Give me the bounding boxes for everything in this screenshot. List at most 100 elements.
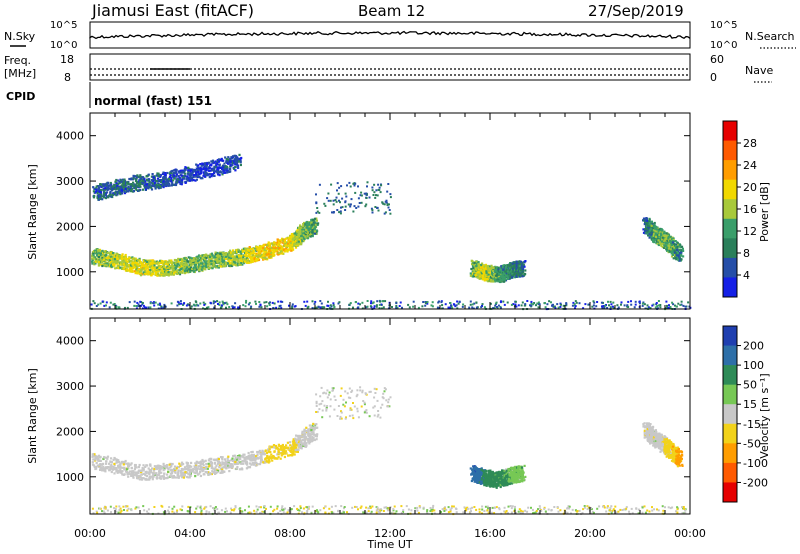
echo-cell — [243, 251, 247, 255]
near-range-echo — [209, 301, 212, 304]
echo-cell — [179, 173, 182, 177]
near-range-echo — [137, 303, 140, 306]
echo-cell — [503, 280, 506, 283]
echo-cell — [219, 166, 222, 169]
echo-cell — [158, 274, 161, 277]
near-range-echo — [226, 303, 229, 306]
near-range-echo — [395, 302, 398, 305]
echo-cell — [184, 181, 187, 184]
echo-cell — [190, 177, 193, 180]
near-range-echo — [481, 303, 484, 306]
near-range-echo — [147, 306, 150, 309]
echo-cell — [108, 263, 111, 266]
echo-cell — [167, 271, 170, 274]
echo-cell — [678, 243, 681, 246]
echo-cell — [236, 165, 239, 169]
near-range-echo — [473, 302, 476, 305]
echo-cell — [132, 177, 135, 180]
echo-cell — [648, 218, 651, 221]
echo-cell — [483, 269, 486, 272]
echo-cell — [105, 257, 108, 260]
echo-cell — [167, 272, 170, 275]
echo-cell — [201, 164, 204, 167]
echo-cell — [192, 168, 195, 171]
echo-cell — [201, 266, 204, 269]
echo-cell — [116, 191, 119, 194]
echo-cell — [91, 251, 94, 254]
echo-cell — [235, 159, 238, 162]
echo-cell — [168, 259, 171, 262]
echo-cell — [125, 263, 128, 266]
near-range-echo — [680, 300, 683, 303]
echo-cell — [99, 192, 102, 195]
echo-cell — [194, 261, 198, 264]
near-range-echo — [499, 305, 502, 308]
echo-cell — [113, 257, 117, 261]
echo-cell — [480, 264, 483, 267]
echo-cell — [300, 228, 303, 231]
echo-cell — [197, 174, 200, 177]
near-range-echo — [573, 303, 576, 306]
echo-cell — [199, 163, 202, 166]
echo-cell — [168, 172, 172, 175]
echo-cell — [244, 254, 248, 257]
echo-cell — [197, 257, 200, 260]
echo-cell — [646, 228, 649, 231]
echo-cell — [198, 269, 201, 272]
echo-cell — [139, 185, 142, 188]
echo-cell — [296, 242, 299, 245]
echo-cell — [127, 269, 130, 272]
echo-cell — [114, 254, 117, 257]
echo-cell — [513, 261, 516, 264]
echo-cell — [115, 186, 118, 190]
echo-cell — [276, 247, 279, 250]
echo-cell — [251, 255, 254, 258]
echo-cell — [209, 169, 212, 172]
echo-cell — [203, 263, 206, 266]
echo-cell — [680, 245, 684, 248]
near-range-echo — [641, 304, 644, 307]
echo-cell — [169, 270, 172, 273]
echo-cell — [239, 159, 242, 163]
echo-cell — [176, 178, 179, 181]
echo-cell — [189, 259, 192, 262]
near-range-echo — [186, 303, 189, 306]
near-range-echo — [502, 300, 505, 303]
echo-cell — [164, 176, 167, 179]
echo-cell — [480, 272, 483, 275]
echo-cell — [228, 260, 231, 263]
echo-cell — [249, 261, 253, 264]
near-range-echo — [630, 300, 632, 303]
echo-cell — [219, 260, 222, 263]
echo-cell — [230, 156, 233, 159]
echo-cell — [520, 265, 523, 268]
echo-cell — [260, 245, 263, 248]
noise-sky-line — [89, 30, 691, 40]
echo-cell — [202, 174, 205, 177]
echo-cell — [119, 266, 122, 269]
echo-cell — [673, 243, 676, 246]
echo-cell — [225, 167, 228, 170]
near-range-echo — [375, 305, 378, 308]
near-range-echo — [214, 300, 217, 303]
nave-tick-bottom: 0 — [710, 71, 717, 84]
echo-cell — [236, 256, 239, 259]
echo-cell — [132, 181, 135, 184]
near-range-echo — [559, 305, 562, 308]
echo-cell — [109, 183, 112, 186]
near-range-echo — [291, 305, 294, 308]
echo-cell — [310, 225, 313, 229]
echo-cell — [223, 260, 226, 263]
echo-cell — [172, 268, 175, 271]
near-range-echo — [401, 306, 403, 309]
echo-cell — [284, 243, 287, 246]
echo-cell — [160, 268, 163, 271]
echo-cell — [126, 183, 129, 186]
echo-cell — [233, 258, 236, 261]
echo-cell — [135, 178, 138, 181]
echo-cell — [261, 250, 264, 253]
echo-cell — [139, 270, 142, 273]
echo-cell — [102, 262, 106, 266]
echo-cell — [156, 266, 159, 270]
echo-cell — [175, 266, 178, 269]
